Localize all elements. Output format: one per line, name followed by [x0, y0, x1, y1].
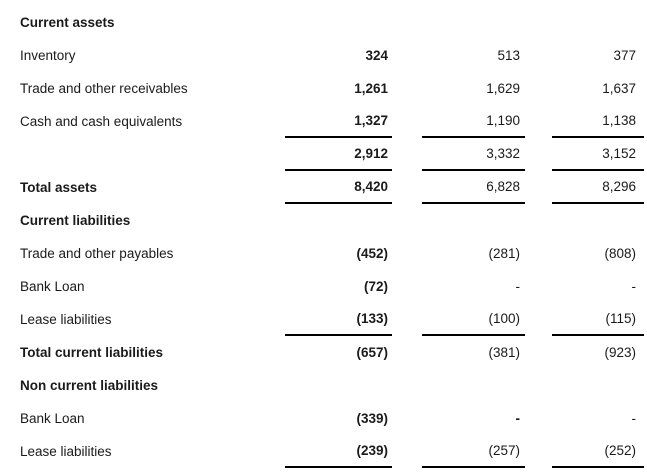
column-gap: [525, 72, 552, 105]
column-gap: [525, 402, 552, 435]
column-gap: [392, 435, 422, 468]
value-col1: [285, 6, 392, 39]
value-col3: (252): [552, 435, 644, 468]
value-col1: (239): [285, 435, 392, 468]
column-gap: [392, 6, 422, 39]
value-col3: [552, 204, 644, 237]
row-label: Trade and other payables: [20, 246, 174, 261]
table-row-trade-and-other-payables: Trade and other payables (452) (281) (80…: [20, 237, 647, 270]
column-gap: [525, 105, 552, 138]
value-col2: (257): [422, 435, 525, 468]
table-row-lease-liabilities: Lease liabilities (239) (257) (252): [20, 435, 647, 468]
row-label: Non current liabilities: [20, 378, 159, 393]
column-gap: [525, 270, 552, 303]
column-gap: [392, 72, 422, 105]
column-gap: [392, 369, 422, 402]
table-row-current-liabilities: Current liabilities: [20, 204, 647, 237]
table-row-current-assets: Current assets: [20, 6, 647, 39]
value-col3: 1,138: [552, 105, 644, 138]
column-gap: [525, 369, 552, 402]
table-row-inventory: Inventory 324 513 377: [20, 39, 647, 72]
row-label: Trade and other receivables: [20, 81, 188, 96]
value-col1: (339): [356, 411, 388, 426]
column-gap: [392, 204, 422, 237]
column-gap: [525, 39, 552, 72]
value-col3: [552, 369, 644, 402]
value-col1: (657): [356, 345, 388, 360]
value-col2: 513: [497, 48, 520, 63]
column-gap: [392, 303, 422, 336]
value-col3: 8,296: [552, 171, 644, 204]
column-gap: [525, 336, 552, 369]
column-gap: [525, 6, 552, 39]
value-col2: (381): [488, 345, 520, 360]
value-col3: (923): [604, 345, 636, 360]
value-col1: [285, 204, 392, 237]
value-col2: 1,190: [422, 105, 525, 138]
column-gap: [392, 237, 422, 270]
value-col3: [552, 6, 644, 39]
value-col2: -: [515, 279, 521, 294]
row-label: Inventory: [20, 48, 76, 63]
row-label: Current assets: [20, 15, 115, 30]
value-col1: 2,912: [285, 138, 392, 171]
column-gap: [525, 237, 552, 270]
column-gap: [525, 303, 552, 336]
column-gap: [392, 336, 422, 369]
value-col2: 6,828: [422, 171, 525, 204]
value-col3: -: [631, 411, 637, 426]
table-row-trade-and-other-receivables: Trade and other receivables 1,261 1,629 …: [20, 72, 647, 105]
row-label: Lease liabilities: [20, 444, 112, 459]
value-col1: 8,420: [285, 171, 392, 204]
row-label: Bank Loan: [20, 279, 85, 294]
column-gap: [392, 270, 422, 303]
row-label: Current liabilities: [20, 213, 131, 228]
row-label: Lease liabilities: [20, 312, 112, 327]
value-col2: [422, 6, 525, 39]
value-col1: 1,327: [285, 105, 392, 138]
row-label: Bank Loan: [20, 411, 85, 426]
value-col2: 3,332: [422, 138, 525, 171]
table-row-cash-and-cash-equivalents: Cash and cash equivalents 1,327 1,190 1,…: [20, 105, 647, 138]
table-row-non-current-liabilities: Non current liabilities: [20, 369, 647, 402]
column-gap: [392, 105, 422, 138]
value-col1: (452): [356, 246, 388, 261]
value-col2: (100): [422, 303, 525, 336]
column-gap: [392, 138, 422, 171]
table-row-bank-loan: Bank Loan (72) - -: [20, 270, 647, 303]
value-col2: -: [515, 411, 521, 426]
table-row-bank-loan: Bank Loan (339) - -: [20, 402, 647, 435]
column-gap: [525, 171, 552, 204]
value-col1: (133): [285, 303, 392, 336]
column-gap: [392, 39, 422, 72]
row-label: Cash and cash equivalents: [20, 114, 183, 129]
column-gap: [392, 171, 422, 204]
column-gap: [525, 204, 552, 237]
value-col3: -: [631, 279, 637, 294]
table-row-total-assets: Total assets 8,420 6,828 8,296: [20, 171, 647, 204]
value-col3: 3,152: [552, 138, 644, 171]
value-col1: (72): [363, 279, 388, 294]
column-gap: [525, 138, 552, 171]
value-col1: [285, 369, 392, 402]
value-col2: (281): [488, 246, 520, 261]
table-row-total-current-liabilities: Total current liabilities (657) (381) (9…: [20, 336, 647, 369]
column-gap: [392, 402, 422, 435]
value-col3: 1,637: [602, 81, 636, 96]
table-row-subtotal: 2,912 3,332 3,152: [20, 138, 647, 171]
value-col2: 1,629: [486, 81, 520, 96]
value-col1: 324: [365, 48, 388, 63]
row-label: [20, 138, 285, 171]
value-col2: [422, 204, 525, 237]
row-label: Total current liabilities: [20, 345, 164, 360]
value-col1: 1,261: [354, 81, 388, 96]
column-gap: [525, 435, 552, 468]
row-label: Total assets: [20, 180, 98, 195]
value-col3: (115): [552, 303, 644, 336]
table-row-lease-liabilities: Lease liabilities (133) (100) (115): [20, 303, 647, 336]
value-col2: [422, 369, 525, 402]
value-col3: 377: [613, 48, 636, 63]
value-col3: (808): [604, 246, 636, 261]
